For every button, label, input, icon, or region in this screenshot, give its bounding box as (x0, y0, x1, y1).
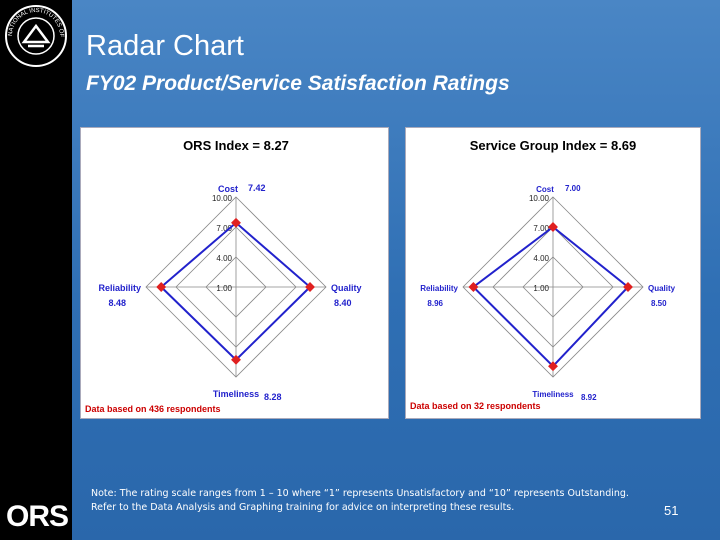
axis-label-quality: Quality (331, 283, 362, 293)
tick-label: 1.00 (533, 284, 549, 293)
tick-label: 10.00 (529, 194, 550, 203)
slide-subtitle: FY02 Product/Service Satisfaction Rating… (86, 72, 510, 95)
tick-label: 1.00 (216, 284, 232, 293)
emblem-text: NATIONAL INSTITUTES OF HEALTH (4, 4, 64, 38)
data-point (231, 354, 241, 365)
axis-label-timeliness: Timeliness (213, 389, 259, 399)
data-point (231, 217, 241, 228)
tick-label: 10.00 (212, 194, 233, 203)
page-number: 51 (664, 503, 679, 518)
tick-label: 7.00 (533, 224, 549, 233)
axis-label-cost: Cost (536, 185, 554, 194)
svg-text:NATIONAL INSTITUTES OF HEALTH: NATIONAL INSTITUTES OF HEALTH (4, 4, 64, 38)
footnote: Note: The rating scale ranges from 1 – 1… (91, 488, 629, 513)
respondents-note: Data based on 436 respondents (85, 404, 221, 414)
axis-label-reliability: Reliability (420, 284, 458, 293)
slide-title: Radar Chart (86, 30, 244, 62)
axis-label-timeliness: Timeliness (532, 390, 574, 399)
radar-chart-ors: ORS Index = 8.27 1.00 4.00 7.00 10.00 Cost 7.4… (80, 127, 389, 419)
data-point (156, 282, 167, 292)
tick-label: 4.00 (533, 254, 549, 263)
value-label-reliability: 8.96 (427, 299, 443, 308)
data-point (548, 361, 558, 372)
nih-emblem-icon: NATIONAL INSTITUTES OF HEALTH (4, 4, 67, 67)
value-label-quality: 8.40 (334, 298, 352, 308)
data-point (623, 282, 633, 292)
value-label-timeliness: 8.92 (581, 393, 597, 402)
sidebar: NATIONAL INSTITUTES OF HEALTH ORS (0, 0, 72, 540)
respondents-note: Data based on 32 respondents (410, 401, 541, 411)
data-point (548, 222, 558, 232)
value-label-quality: 8.50 (651, 299, 667, 308)
value-label-timeliness: 8.28 (264, 392, 282, 402)
radar-chart-service-group: Service Group Index = 8.69 1.00 4.00 7.00 10… (405, 127, 701, 419)
value-label-cost: 7.00 (565, 184, 581, 193)
tick-label: 4.00 (216, 254, 232, 263)
value-label-reliability: 8.48 (108, 298, 126, 308)
ors-logo: ORS (6, 500, 69, 533)
chart-title: Service Group Index = 8.69 (470, 138, 637, 153)
series-line (471, 225, 630, 368)
axis-label-cost: Cost (218, 184, 238, 194)
radar-chart-svg: Service Group Index = 8.69 1.00 4.00 7.00 10… (410, 138, 676, 411)
chart-title: ORS Index = 8.27 (183, 138, 289, 153)
tick-label: 7.00 (216, 224, 232, 233)
axis-label-reliability: Reliability (98, 283, 141, 293)
axis-label-quality: Quality (648, 284, 676, 293)
value-label-cost: 7.42 (248, 183, 266, 193)
